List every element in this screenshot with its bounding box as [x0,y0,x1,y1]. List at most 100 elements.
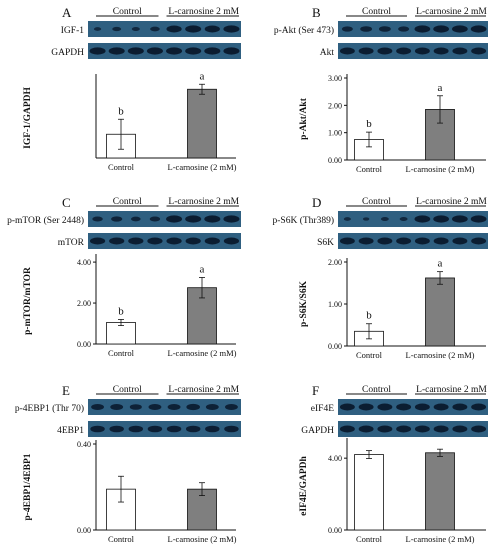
y-tick-label: 0.40 [77,440,91,449]
blot-band [110,404,124,410]
blot-band [166,425,182,433]
reference-blot-label: GAPDH [51,48,84,58]
reference-blot [338,421,488,437]
target-blot-label: IGF-1 [61,26,84,36]
blot-band [358,403,374,411]
reference-blot [88,233,241,249]
blot-band [452,425,468,433]
panel-e: E Control L-carnosine 2 mM p-4EBP1 (Thr 70)… [15,383,241,544]
panel-d: D Control L-carnosine 2 mM p-S6K (Thr389) S6… [273,195,488,360]
significance-letter: a [438,82,443,94]
target-blot-label: p-mTOR (Ser 2448) [7,215,84,226]
blot-band [186,403,201,411]
error-bar [199,482,205,497]
y-tick-label: 1.00 [328,129,342,138]
blot-band [396,403,412,411]
blot-band [146,47,163,55]
blot-band [396,237,412,245]
blot-band [223,25,240,33]
blot-band [90,425,105,433]
x-category-label: L-carnosine (2 mM) [406,534,475,544]
blot-band [150,26,160,32]
blot-band [148,404,162,410]
blot-band [339,47,355,55]
blot-band [185,425,201,433]
blot-band [205,425,220,433]
panel-b: B Control L-carnosine 2 mM p-Akt (Ser 473) A… [274,5,488,174]
y-tick-label: 0.00 [328,342,342,351]
blot-band [452,25,468,33]
blot-band [377,403,393,411]
blot-band [399,217,408,221]
blot-band [339,403,355,411]
blot-band [396,47,412,55]
blot-membrane [88,211,241,227]
blot-band [471,47,487,55]
y-axis-label: eIF4E/GAPDh [299,455,309,515]
blot-band [147,425,163,433]
blot-band [339,425,355,433]
group-label-control: Control [113,385,142,395]
x-category-label: Control [108,534,135,544]
blot-band [167,404,181,410]
blot-band [471,425,487,433]
blot-band [204,47,221,55]
error-bar [118,319,124,326]
blot-band [224,425,239,433]
blot-band [414,425,430,433]
blot-band [223,215,240,223]
blot-band [470,215,487,223]
y-axis-label: IGF-1/GAPDH [23,87,33,149]
reference-blot [88,421,241,437]
blot-membrane [338,399,488,415]
blot-band [109,237,125,245]
x-category-label: L-carnosine (2 mM) [406,164,475,174]
blot-band [108,47,125,55]
blot-band [131,27,140,31]
panel-c: C Control L-carnosine 2 mM p-mTOR (Ser 2448… [7,195,241,358]
blot-band [358,237,374,245]
reference-blot-label: mTOR [58,238,85,248]
error-bar [437,95,443,124]
blot-band [339,237,355,245]
reference-blot [88,43,241,59]
panel-letter: F [312,383,319,398]
significance-letter: b [366,310,372,322]
error-bar [118,118,124,150]
group-label-control: Control [113,197,142,207]
target-blot-label: p-Akt (Ser 473) [274,25,334,36]
significance-letter: a [200,70,205,82]
blot-band [414,237,430,245]
error-bar [199,277,205,299]
x-category-label: Control [356,350,383,360]
error-bar [118,475,124,503]
bar-chart: 0.00 2.00 4.00 p-mTOR/mTOR b Control a L-carnos… [23,254,237,358]
blot-band [92,216,103,222]
group-label-treatment: L-carnosine 2 mM [416,197,487,207]
significance-letter: a [438,258,443,270]
error-bar [366,450,372,459]
blot-band [341,26,353,32]
blot-band [166,25,182,33]
blot-band [362,217,370,221]
group-label-control: Control [362,7,391,17]
blot-band [185,25,202,33]
significance-letter: b [366,118,372,130]
y-tick-label: 0.00 [77,340,91,349]
x-category-label: L-carnosine (2 mM) [406,350,475,360]
blot-band [358,47,374,55]
blot-band [93,27,102,31]
blot-band [360,26,373,32]
reference-blot-label: 4EBP1 [57,426,84,436]
bar-chart: 0.00 1.00 2.00 3.00 p-Akt/Akt b Control a L-carn… [299,74,486,174]
blot-band [377,425,393,433]
blot-band [452,215,468,223]
y-tick-label: 2.00 [77,299,91,308]
y-axis-label: p-Akt/Akt [299,97,309,140]
panel-letter: E [62,383,70,398]
blot-membrane [338,233,488,249]
blot-band [185,47,202,55]
bar-chart: 0.00 4.00 eIF4E/GAPDh Control L-carnosine (2… [299,438,486,544]
y-tick-label: 1.00 [328,300,342,309]
